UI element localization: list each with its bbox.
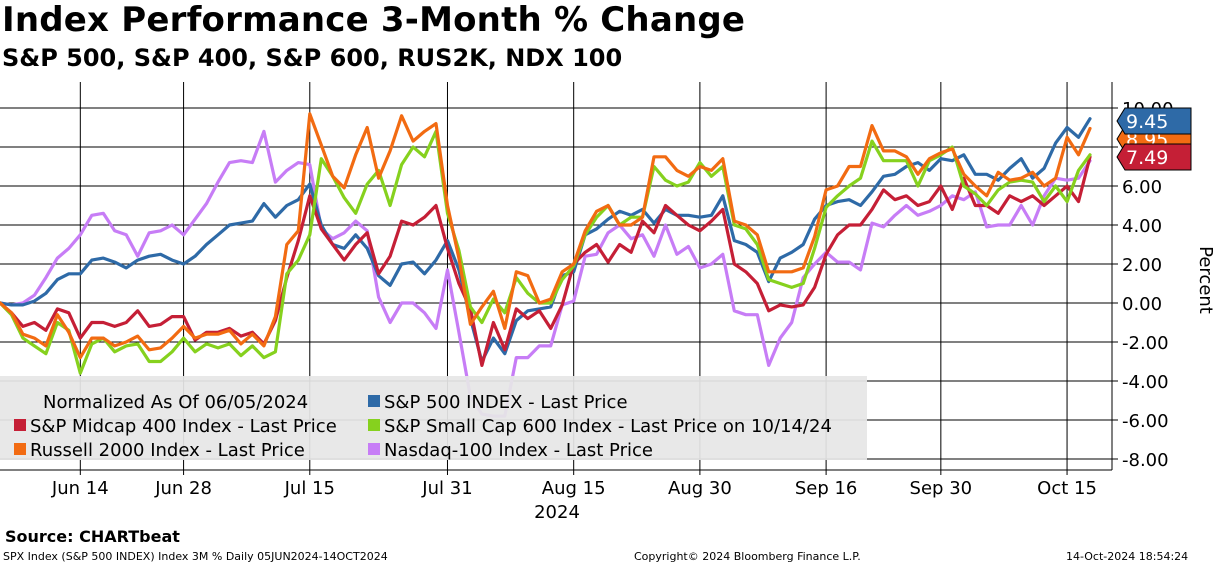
y-axis-title: Percent xyxy=(1195,246,1216,314)
x-axis: Jun 14 Jun 28 Jul 15 Jul 31 Aug 15 Aug 30 Sep … xyxy=(0,469,1112,523)
last-value-labels: 8.959.457.49 xyxy=(1116,107,1192,171)
legend-entry-0: S&P 500 INDEX - Last Price xyxy=(384,392,628,413)
legend-entry-2: S&P Small Cap 600 Index - Last Price on … xyxy=(384,416,832,437)
legend-header: Normalized As Of 06/05/2024 xyxy=(43,392,308,413)
x-tick-label-6: Sep 16 xyxy=(795,478,858,499)
source-note: Source: CHARTbeat xyxy=(5,527,180,546)
legend-swatch-1 xyxy=(14,419,26,431)
x-tick-label-1: Jun 28 xyxy=(154,478,212,499)
x-tick-label-2: Jul 15 xyxy=(284,478,335,499)
x-tick-label-4: Aug 15 xyxy=(542,478,606,499)
legend-entry-3: Russell 2000 Index - Last Price xyxy=(30,440,305,461)
y-tick-label-8: -6.00 xyxy=(1122,411,1169,432)
y-tick-label-3: 4.00 xyxy=(1122,216,1162,237)
x-tick-label-3: Jul 31 xyxy=(421,478,472,499)
series-line-nasdaq-100-index xyxy=(0,129,1092,418)
y-tick-label-7: -4.00 xyxy=(1122,372,1169,393)
last-value-text-0: 9.45 xyxy=(1126,111,1168,133)
legend-swatch-3 xyxy=(14,443,26,455)
footer-description: SPX Index (S&P 500 INDEX) Index 3M % Dai… xyxy=(3,550,388,563)
y-tick-label-2: 6.00 xyxy=(1122,177,1162,198)
legend-entry-1: S&P Midcap 400 Index - Last Price xyxy=(30,416,337,437)
series-line-s-p-small-cap-600-index xyxy=(0,129,1092,375)
footer-copyright: Copyright© 2024 Bloomberg Finance L.P. xyxy=(634,550,861,563)
chart-title: Index Performance 3-Month % Change xyxy=(2,0,746,40)
x-tick-label-0: Jun 14 xyxy=(51,478,109,499)
legend-swatch-2 xyxy=(368,419,380,431)
last-value-box-2 xyxy=(1116,143,1192,171)
x-tick-label-7: Sep 30 xyxy=(910,478,973,499)
y-tick-label-4: 2.00 xyxy=(1122,255,1162,276)
x-tick-label-8: Oct 15 xyxy=(1037,478,1097,499)
legend-swatch-0 xyxy=(368,395,380,407)
y-tick-label-9: -8.00 xyxy=(1122,450,1169,471)
y-tick-label-5: 0.00 xyxy=(1122,294,1162,315)
x-tick-label-5: Aug 30 xyxy=(668,478,732,499)
legend: Normalized As Of 06/05/2024 S&P 500 INDEX… xyxy=(0,376,867,461)
series-line-s-p-midcap-400-index xyxy=(0,155,1092,367)
series-line-s-p-500-index xyxy=(0,117,1092,364)
y-tick-label-6: -2.00 xyxy=(1122,333,1169,354)
legend-entry-4: Nasdaq-100 Index - Last Price xyxy=(384,440,653,461)
legend-box xyxy=(0,376,867,460)
last-value-box-0 xyxy=(1116,107,1192,135)
chart-subtitle: S&P 500, S&P 400, S&P 600, RUS2K, NDX 10… xyxy=(2,44,623,72)
legend-swatch-4 xyxy=(368,443,380,455)
series-lines xyxy=(0,112,1092,418)
footer-timestamp: 14-Oct-2024 18:54:24 xyxy=(1066,550,1189,563)
series-line-russell-2000-index xyxy=(0,112,1092,360)
x-year-label: 2024 xyxy=(534,502,580,523)
last-value-text-2: 7.49 xyxy=(1126,147,1168,169)
